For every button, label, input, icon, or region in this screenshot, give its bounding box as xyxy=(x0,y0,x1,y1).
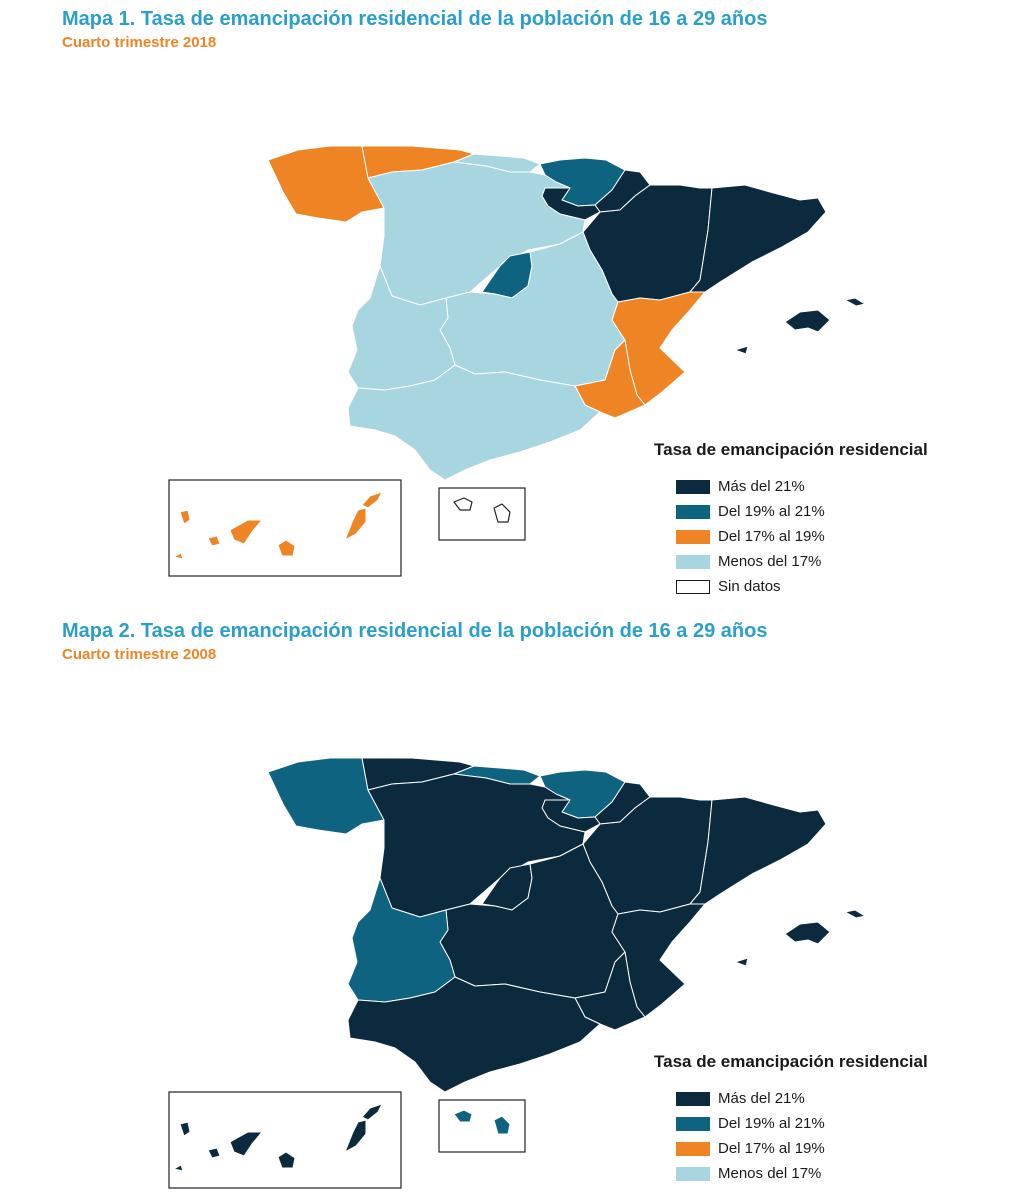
region-canarias xyxy=(344,1119,367,1153)
legend-item-mas-21: Más del 21% xyxy=(676,474,954,499)
legend-label: Del 19% al 21% xyxy=(718,1115,825,1132)
legend-item-19-21: Del 19% al 21% xyxy=(676,499,954,524)
map-1-title: Mapa 1. Tasa de emancipación residencial… xyxy=(62,8,768,30)
region-valencia xyxy=(611,903,706,1018)
region-canarias xyxy=(277,539,296,557)
map-2-subtitle: Cuarto trimestre 2008 xyxy=(62,646,217,663)
region-canarias xyxy=(229,1131,263,1157)
region-andalucia xyxy=(347,364,601,481)
region-ceuta-melilla xyxy=(493,1115,511,1135)
region-canarias xyxy=(173,1164,184,1172)
region-canarias xyxy=(179,509,191,525)
region-galicia xyxy=(267,757,385,835)
region-baleares xyxy=(734,345,749,355)
ceuta-melilla-inset-frame xyxy=(438,1099,526,1153)
canarias-inset-frame xyxy=(168,1091,402,1189)
region-canarias xyxy=(173,552,184,560)
region-canarias xyxy=(344,507,367,541)
region-valencia xyxy=(611,291,706,406)
region-ceuta-melilla xyxy=(453,497,473,511)
map-2-title: Mapa 2. Tasa de emancipación residencial… xyxy=(62,620,768,642)
legend-item-mas-21: Más del 21% xyxy=(676,1086,954,1111)
region-baleares xyxy=(784,309,831,333)
region-canarias xyxy=(361,491,383,509)
region-baleares xyxy=(844,909,866,919)
region-ceuta-melilla xyxy=(493,503,511,523)
ceuta-melilla-inset-frame xyxy=(438,487,526,541)
region-andalucia xyxy=(347,976,601,1093)
legend-item-menos-17: Menos del 17% xyxy=(676,549,954,574)
map-1-svg xyxy=(168,145,866,577)
region-canarias xyxy=(229,519,263,545)
region-baleares xyxy=(844,297,866,307)
map-1-section: Mapa 1. Tasa de emancipación residencial… xyxy=(62,8,954,599)
map-2-legend: Tasa de emancipación residencial Más del… xyxy=(654,1052,954,1186)
region-cataluna xyxy=(689,184,827,293)
legend-title: Tasa de emancipación residencial xyxy=(654,440,928,459)
region-galicia xyxy=(267,145,385,223)
legend-label: Del 17% al 19% xyxy=(718,528,825,545)
region-baleares xyxy=(784,921,831,945)
legend-swatch xyxy=(676,1141,710,1156)
legend-item-19-21: Del 19% al 21% xyxy=(676,1111,954,1136)
legend-label: Más del 21% xyxy=(718,1090,805,1107)
region-canarias xyxy=(207,1147,221,1159)
legend-item-17-19: Del 17% al 19% xyxy=(676,524,954,549)
map-1-subtitle: Cuarto trimestre 2018 xyxy=(62,34,217,51)
legend-label: Del 19% al 21% xyxy=(718,503,825,520)
map-2-svg xyxy=(168,757,866,1189)
legend-item-menos-17: Menos del 17% xyxy=(676,1161,954,1186)
legend-item-17-19: Del 17% al 19% xyxy=(676,1136,954,1161)
canarias-inset-frame xyxy=(168,479,402,577)
legend-label: Más del 21% xyxy=(718,478,805,495)
region-canarias xyxy=(361,1103,383,1121)
legend-swatch xyxy=(676,1091,710,1106)
legend-title: Tasa de emancipación residencial xyxy=(654,1052,928,1071)
region-canarias xyxy=(277,1151,296,1169)
legend-swatch xyxy=(676,479,710,494)
region-ceuta-melilla xyxy=(453,1109,473,1123)
legend-swatch xyxy=(676,1166,710,1181)
map-2-section: Mapa 2. Tasa de emancipación residencial… xyxy=(0,612,1024,1198)
region-canarias xyxy=(207,535,221,547)
region-baleares xyxy=(734,957,749,967)
legend-label: Sin datos xyxy=(718,578,781,595)
legend-swatch xyxy=(676,1116,710,1131)
legend-swatch xyxy=(676,579,710,594)
legend-swatch xyxy=(676,504,710,519)
map-1-legend: Tasa de emancipación residencial Más del… xyxy=(654,440,954,599)
legend-swatch xyxy=(676,554,710,569)
region-cataluna xyxy=(689,796,827,905)
legend-label: Del 17% al 19% xyxy=(718,1140,825,1157)
legend-swatch xyxy=(676,529,710,544)
legend-item-sin-datos: Sin datos xyxy=(676,574,954,599)
region-canarias xyxy=(179,1121,191,1137)
legend-label: Menos del 17% xyxy=(718,1165,822,1182)
legend-label: Menos del 17% xyxy=(718,553,822,570)
